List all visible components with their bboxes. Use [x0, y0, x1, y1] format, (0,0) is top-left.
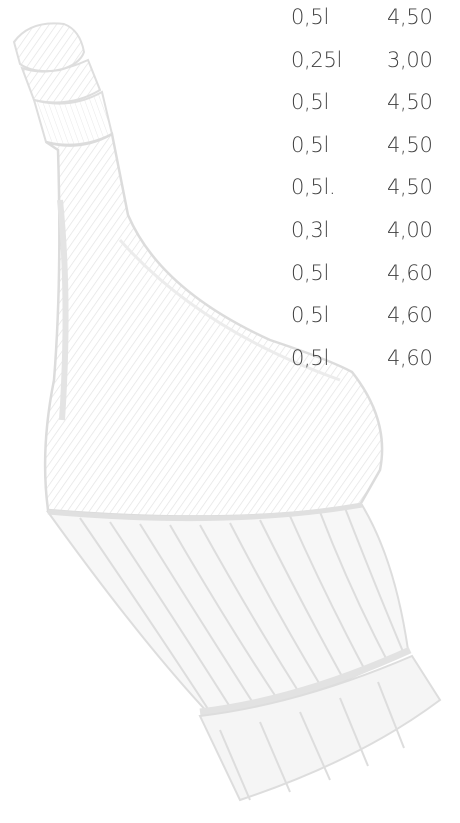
volume-label: 0,5l: [291, 260, 330, 285]
bottle-body: [43, 132, 384, 518]
price-row: 0,5l 4,60: [291, 298, 451, 341]
price-label: 4,50: [387, 90, 433, 115]
volume-label: 0,5l: [291, 132, 330, 157]
straw-basket: [45, 502, 442, 802]
volume-label: 0,25l: [291, 47, 343, 72]
price-label: 4,60: [387, 303, 433, 328]
volume-label: 0,5l: [291, 303, 330, 328]
price-row: 0,5l 4,50: [291, 0, 451, 43]
price-list: 0,5l 4,50 0,25l 3,00 0,5l 4,50 0,5l 4,50…: [291, 0, 451, 383]
volume-label: 0,5l.: [291, 175, 336, 200]
price-row: 0,5l 4,60: [291, 341, 451, 384]
volume-label: 0,3l: [291, 217, 330, 242]
bottle-cap: [12, 22, 114, 146]
price-label: 3,00: [387, 47, 433, 72]
price-row: 0,5l 4,60: [291, 256, 451, 299]
price-label: 4,00: [387, 217, 433, 242]
price-row: 0,5l 4,50: [291, 85, 451, 128]
price-label: 4,50: [387, 5, 433, 29]
price-row: 0,3l 4,00: [291, 213, 451, 256]
price-label: 4,60: [387, 260, 433, 285]
price-row: 0,5l. 4,50: [291, 170, 451, 213]
price-row: 0,25l 3,00: [291, 43, 451, 86]
volume-label: 0,5l: [291, 345, 330, 370]
volume-label: 0,5l: [291, 5, 330, 29]
price-label: 4,50: [387, 175, 433, 200]
price-label: 4,50: [387, 132, 433, 157]
volume-label: 0,5l: [291, 90, 330, 115]
price-label: 4,60: [387, 345, 433, 370]
price-row: 0,5l 4,50: [291, 128, 451, 171]
